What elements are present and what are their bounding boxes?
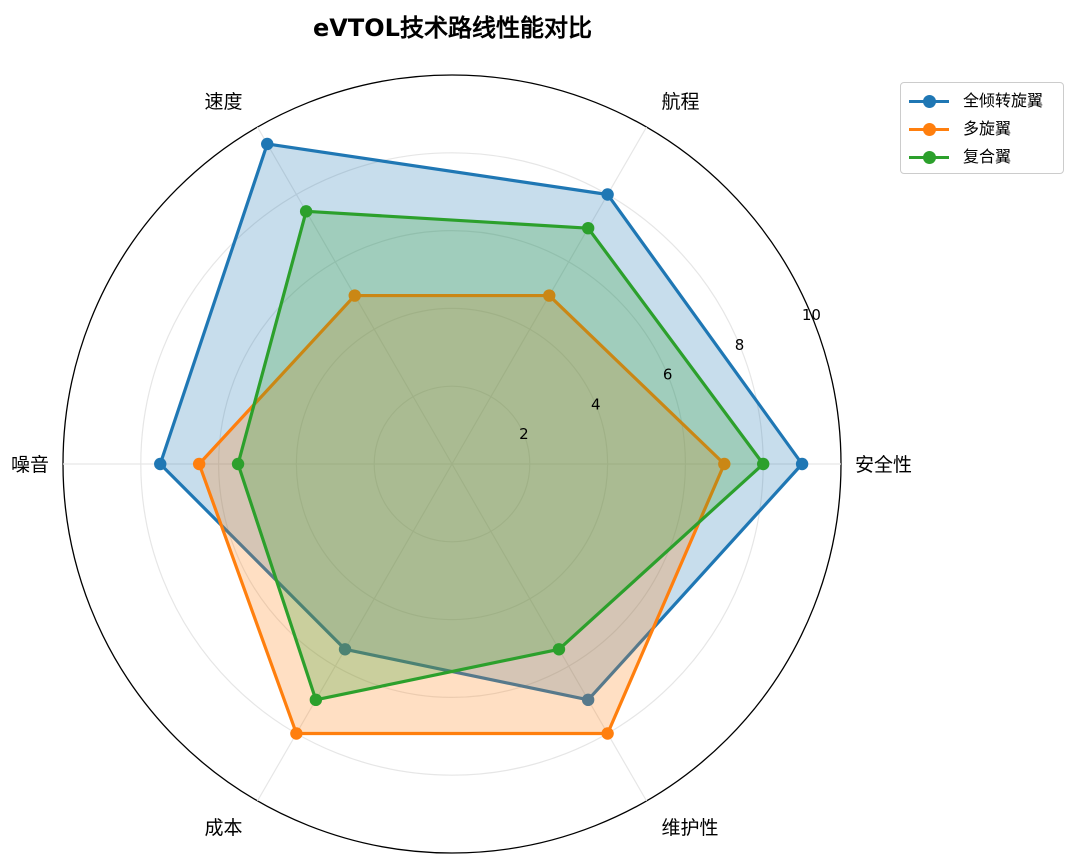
data-point (290, 727, 303, 740)
legend-marker-icon (923, 123, 936, 136)
grid-spoke (256, 463, 453, 802)
data-point (231, 457, 245, 471)
data-point (601, 727, 614, 740)
axis-label: 速度 (204, 91, 242, 113)
data-point (348, 289, 361, 302)
data-point (757, 457, 770, 471)
legend-label: 多旋翼 (963, 119, 1012, 138)
data-point (601, 188, 614, 201)
data-point (581, 693, 595, 707)
series-layer (154, 137, 809, 740)
legend: 全倾转旋翼 多旋翼 复合翼 (900, 82, 1064, 174)
data-point (718, 457, 731, 471)
series-area-1 (199, 295, 725, 734)
data-point (581, 221, 595, 235)
axis-label: 噪音 (11, 454, 49, 476)
axis-label: 维护性 (662, 817, 719, 839)
legend-item-series-0[interactable]: 全倾转旋翼 (901, 87, 1063, 115)
data-point (192, 457, 206, 471)
data-point (261, 137, 274, 151)
axis-label: 航程 (662, 91, 700, 113)
axis-label: 安全性 (855, 454, 912, 476)
series-area-2 (238, 211, 764, 700)
series-area-0 (160, 143, 803, 700)
data-point (552, 643, 566, 656)
legend-item-series-1[interactable]: 多旋翼 (901, 115, 1063, 143)
legend-item-series-2[interactable]: 复合翼 (901, 143, 1063, 171)
r-tick-label: 8 (735, 336, 745, 354)
r-tick-label: 2 (519, 425, 529, 443)
r-tick-label: 6 (663, 366, 673, 384)
r-tick-label: 4 (591, 395, 601, 413)
data-point (338, 643, 352, 656)
data-point (154, 457, 167, 471)
legend-label: 复合翼 (963, 147, 1012, 166)
legend-label: 全倾转旋翼 (963, 91, 1044, 110)
grid-spoke (451, 463, 648, 802)
axis-label: 成本 (204, 817, 242, 839)
data-point (795, 457, 809, 471)
legend-marker-icon (923, 151, 936, 164)
chart-title: eVTOL技术路线性能对比 (313, 14, 592, 42)
data-point (299, 205, 313, 218)
legend-marker-icon (923, 95, 936, 108)
r-tick-label: 10 (802, 306, 821, 324)
data-point (309, 693, 323, 707)
data-point (543, 289, 556, 302)
